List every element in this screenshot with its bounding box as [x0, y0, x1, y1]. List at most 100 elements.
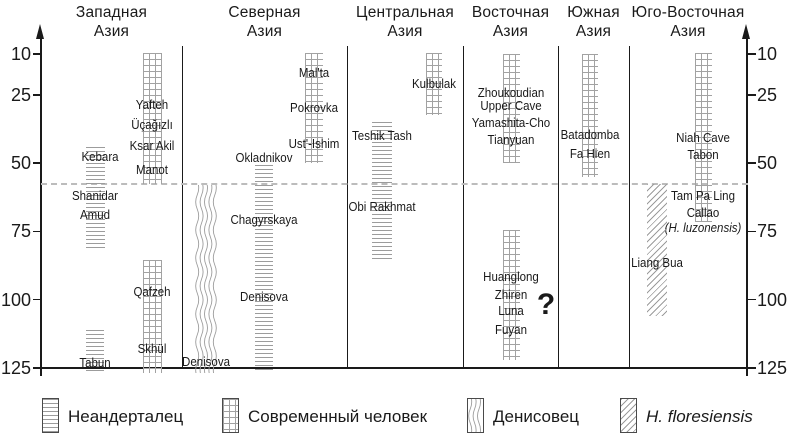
tick-label-left: 100	[0, 289, 31, 310]
modern-bar	[142, 260, 162, 374]
site-label: Fuyan	[495, 323, 527, 338]
legend-item-denisovan: Денисовец	[467, 398, 579, 433]
floresiensis-pattern-swatch	[620, 398, 637, 433]
legend-item-floresiensis: H. floresiensis	[620, 398, 753, 433]
neanderthal-bar	[255, 164, 273, 373]
site-label: Obi Rakhmat	[348, 200, 416, 215]
tick-mark-left	[32, 53, 41, 55]
neanderthal-bar	[86, 329, 104, 374]
tick-label-left: 75	[10, 221, 31, 242]
legend: Неандерталец Современный человек Денисов…	[0, 390, 787, 441]
site-label: Kebara	[81, 149, 119, 164]
site-label: Tam Pa Ling	[671, 189, 735, 204]
site-label: Liang Bua	[631, 256, 683, 271]
legend-label-modern-human: Современный человек	[248, 407, 428, 426]
axis-arrow-up-left-icon	[36, 24, 44, 39]
site-label: Yafteh	[135, 97, 169, 112]
y-axis-left	[40, 36, 42, 376]
region-header: Южная Азия	[567, 4, 620, 40]
site-label: Kulbulak	[411, 77, 457, 92]
site-label: Niah Cave	[676, 130, 730, 145]
site-label: Callao	[686, 205, 720, 220]
tick-label-right: 125	[757, 358, 787, 378]
column-divider	[346, 46, 348, 368]
tick-mark-right	[747, 367, 756, 369]
modern-bar	[502, 230, 520, 360]
tick-label-right: 75	[757, 221, 778, 242]
tick-label-right: 10	[757, 44, 778, 64]
site-label: Chagyrskaya	[230, 212, 298, 227]
column-divider	[462, 46, 464, 368]
tick-label-left: 125	[0, 358, 31, 378]
question-mark-annotation: ?	[536, 287, 556, 321]
tick-mark-left	[32, 162, 41, 164]
site-label: Fa Hien	[569, 147, 611, 162]
denisovan-pattern-swatch	[467, 398, 484, 433]
legend-label-denisovan: Денисовец	[493, 407, 580, 426]
site-label: Ust'-Ishim	[288, 137, 340, 152]
region-header: Северная Азия	[228, 4, 301, 40]
legend-item-neanderthal: Неандерталец	[42, 398, 183, 433]
tick-mark-right	[747, 162, 756, 164]
site-label: Tabun	[79, 355, 111, 370]
site-label: Mal'ta	[298, 66, 330, 81]
modern-bar	[502, 54, 520, 164]
site-label: Ksar Akil	[129, 138, 175, 153]
column-divider	[557, 46, 559, 368]
legend-item-modern-human: Современный человек	[222, 398, 427, 433]
site-label: Tianyuan	[487, 133, 535, 148]
site-label: Shanidar	[71, 189, 119, 204]
site-label: Luna	[498, 304, 524, 319]
tick-label-right: 25	[757, 84, 778, 105]
tick-mark-right	[747, 53, 756, 55]
tick-label-left: 10	[10, 44, 31, 64]
tick-mark-left	[32, 298, 41, 301]
site-label: Okladnikov	[235, 151, 293, 166]
region-header: Центральная Азия	[356, 4, 454, 40]
floresiensis-bar	[647, 183, 667, 317]
tick-label-right: 100	[757, 289, 787, 310]
y-axis-right	[746, 36, 748, 376]
site-label: Zhiren	[494, 287, 528, 302]
site-label: Denisova	[240, 290, 288, 305]
site-label: Denisova	[182, 354, 230, 369]
site-label: (H. luzonensis)	[664, 220, 742, 235]
modern-bar	[305, 52, 323, 164]
denisovan-bar	[195, 185, 217, 374]
site-label: Yamashita-Cho	[471, 115, 551, 130]
site-label: Qafzeh	[133, 284, 171, 299]
neanderthal-pattern-swatch	[42, 398, 59, 433]
site-label: Batadomba	[560, 127, 620, 142]
tick-mark-left	[32, 367, 41, 369]
site-label: Manot	[136, 163, 168, 178]
region-header: Западная Азия	[75, 4, 148, 40]
site-label: Teshik Tash	[352, 129, 412, 144]
modern-bar	[582, 54, 598, 177]
modern-bar	[426, 52, 442, 116]
legend-label-floresiensis: H. floresiensis	[646, 407, 753, 426]
site-label: Pokrovka	[290, 100, 338, 115]
modern-human-pattern-swatch	[222, 398, 239, 433]
axis-arrow-up-right-icon	[742, 24, 750, 39]
x-baseline	[40, 367, 749, 369]
column-divider	[628, 46, 630, 368]
neanderthal-bar	[85, 146, 105, 251]
modern-bar	[142, 52, 162, 184]
tick-mark-left	[32, 94, 41, 96]
site-label: Amud	[79, 208, 111, 223]
tick-mark-left	[32, 230, 41, 233]
site-label: Upper Cave	[480, 99, 542, 114]
site-label: Zhoukoudian	[477, 85, 545, 100]
tick-mark-right	[747, 230, 756, 233]
tick-label-right: 50	[757, 153, 778, 174]
legend-label-neanderthal: Неандерталец	[68, 407, 184, 426]
site-label: Tabon	[687, 148, 719, 163]
site-label: Üçağızlı	[131, 118, 173, 133]
region-header: Восточная Азия	[471, 4, 550, 40]
tick-mark-right	[747, 94, 756, 96]
tick-label-left: 50	[10, 153, 31, 174]
region-header: Юго-Восточная Азия	[631, 4, 745, 40]
tick-label-left: 25	[10, 84, 31, 105]
site-label: Skhül	[137, 342, 167, 357]
